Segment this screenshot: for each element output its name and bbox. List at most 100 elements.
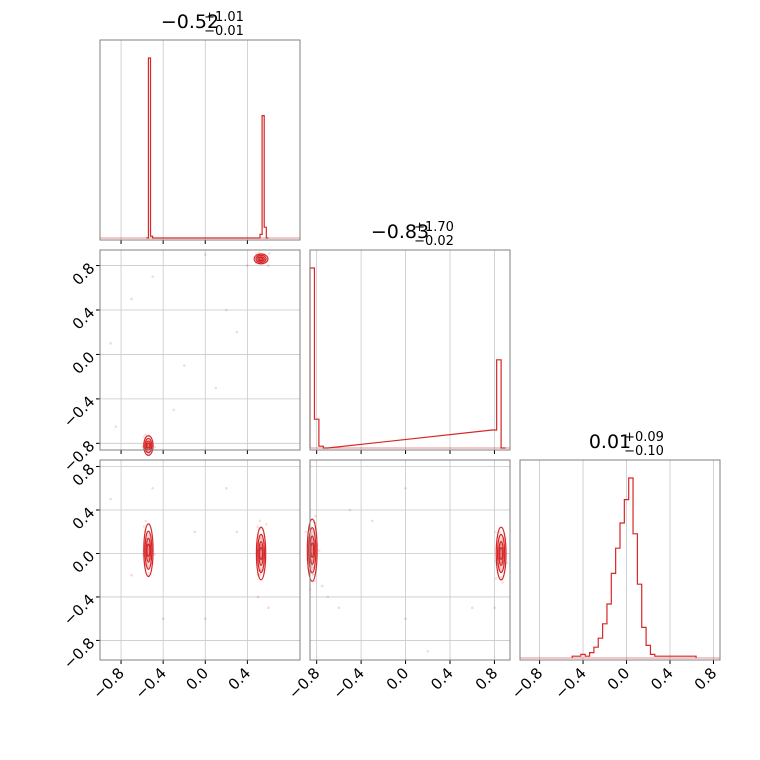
x-tick-label: −0.4 xyxy=(329,664,367,702)
cluster-point xyxy=(259,544,263,547)
scatter-point xyxy=(203,617,207,620)
cluster-point xyxy=(494,577,498,580)
scatter-point xyxy=(326,595,330,599)
scatter-point xyxy=(203,253,207,256)
scatter-point xyxy=(404,486,407,490)
scatter-point xyxy=(235,330,239,334)
cluster-point xyxy=(259,544,263,548)
cluster-point xyxy=(494,530,497,534)
panel-title: −0.83 xyxy=(371,221,429,243)
cluster-point xyxy=(314,514,317,518)
panel-title: 0.01 xyxy=(589,431,631,453)
cluster-point xyxy=(147,444,150,447)
x-tick-label: −0.8 xyxy=(89,664,127,702)
density-contour xyxy=(498,540,504,567)
scatter-point xyxy=(404,617,407,620)
panel-title-lower-error: −0.01 xyxy=(204,24,244,39)
scatter-point xyxy=(214,386,218,390)
cluster-point xyxy=(153,552,156,556)
y-tick-label: 0.0 xyxy=(69,348,99,378)
cluster-point xyxy=(259,572,263,576)
scatter-point xyxy=(235,530,239,534)
cluster-point xyxy=(147,571,151,575)
panel-frame xyxy=(309,249,511,451)
scatter-point xyxy=(246,264,249,267)
x-tick-label: −0.4 xyxy=(551,664,589,702)
density-contour xyxy=(306,518,318,582)
x-tick-label: 0.4 xyxy=(427,664,457,694)
panel-frame xyxy=(519,459,721,661)
panel-hist-1: −0.83+1.70−0.02 xyxy=(309,220,511,454)
y-tick-label: 0.0 xyxy=(69,547,99,577)
cluster-point xyxy=(259,537,263,541)
scatter-point xyxy=(337,606,341,610)
x-tick-label: 0.0 xyxy=(383,664,413,694)
x-tick-label: 0.0 xyxy=(182,664,212,694)
cluster-point xyxy=(500,560,503,563)
scatter-point xyxy=(256,595,260,599)
cluster-point xyxy=(265,523,268,526)
y-tick-label: −0.8 xyxy=(60,634,98,672)
scatter-point xyxy=(370,519,374,523)
y-tick-label: 0.4 xyxy=(69,504,99,534)
y-tick-label: −0.4 xyxy=(60,591,98,629)
scatter-point xyxy=(130,297,133,301)
scatter-point xyxy=(225,486,228,490)
cluster-point xyxy=(267,252,271,255)
panel-hist-0: −0.52+1.01−0.01 xyxy=(99,10,301,244)
density-contour xyxy=(495,526,507,581)
panel-frame xyxy=(99,39,301,241)
scatter-point xyxy=(151,275,154,278)
scatter-point xyxy=(161,617,165,620)
panel-title-lower-error: −0.02 xyxy=(414,234,454,249)
density-contour xyxy=(146,543,151,557)
scatter-point xyxy=(172,408,175,412)
scatter-point xyxy=(151,486,154,490)
scatter-point xyxy=(493,606,496,610)
cluster-point xyxy=(142,525,146,528)
scatter-point xyxy=(114,425,118,428)
x-tick-label: −0.4 xyxy=(131,664,169,702)
density-contour xyxy=(258,546,264,561)
scatter-point xyxy=(320,584,324,588)
panel-title-upper-error: +1.70 xyxy=(414,220,454,235)
scatter-point xyxy=(109,497,112,501)
x-tick-label: 0.0 xyxy=(604,664,634,694)
panel-scatter-2-0: −0.8−0.40.00.40.8−0.8 −0.4 0.0 0.4 xyxy=(60,459,301,703)
scatter-point xyxy=(182,364,186,367)
density-contour xyxy=(143,523,154,578)
density-contour xyxy=(143,435,154,456)
histogram-step-line xyxy=(571,477,697,658)
scatter-point xyxy=(426,650,430,653)
scatter-point xyxy=(267,264,270,267)
histogram-step-line xyxy=(146,57,269,239)
panel-title-upper-error: +0.09 xyxy=(624,430,664,445)
cluster-point xyxy=(499,575,503,579)
density-contour xyxy=(258,256,264,261)
y-tick-label: 0.4 xyxy=(69,304,99,334)
cluster-point xyxy=(304,530,308,534)
scatter-point xyxy=(130,573,133,577)
panel-scatter-2-1: −0.8 −0.4 0.0 0.4 0.8 xyxy=(285,459,511,703)
x-tick-label: 0.8 xyxy=(472,664,502,694)
cluster-point xyxy=(499,549,503,552)
x-tick-label: 0.4 xyxy=(647,664,677,694)
panel-hist-2: 0.01+0.09−0.10 −0.8 −0.4 0.0 0.4 0.8 xyxy=(508,430,721,703)
scatter-point xyxy=(193,530,197,534)
panel-scatter-1-0: −0.8−0.40.00.40.8 xyxy=(60,249,301,475)
x-tick-label: −0.8 xyxy=(508,664,546,702)
x-tick-label: 0.4 xyxy=(225,664,255,694)
density-contour xyxy=(146,442,151,449)
density-contour xyxy=(255,526,267,581)
corner-panels: −0.52+1.01−0.01−0.83+1.70−0.020.01+0.09−… xyxy=(60,10,721,703)
scatter-point xyxy=(109,342,112,345)
panel-frame xyxy=(309,459,511,661)
panel-title: −0.52 xyxy=(161,11,219,33)
cluster-point xyxy=(153,445,156,449)
panel-frame xyxy=(99,459,301,661)
cluster-point xyxy=(498,531,502,534)
cluster-point xyxy=(311,547,314,551)
scatter-point xyxy=(348,508,352,512)
cluster-point xyxy=(258,519,262,523)
